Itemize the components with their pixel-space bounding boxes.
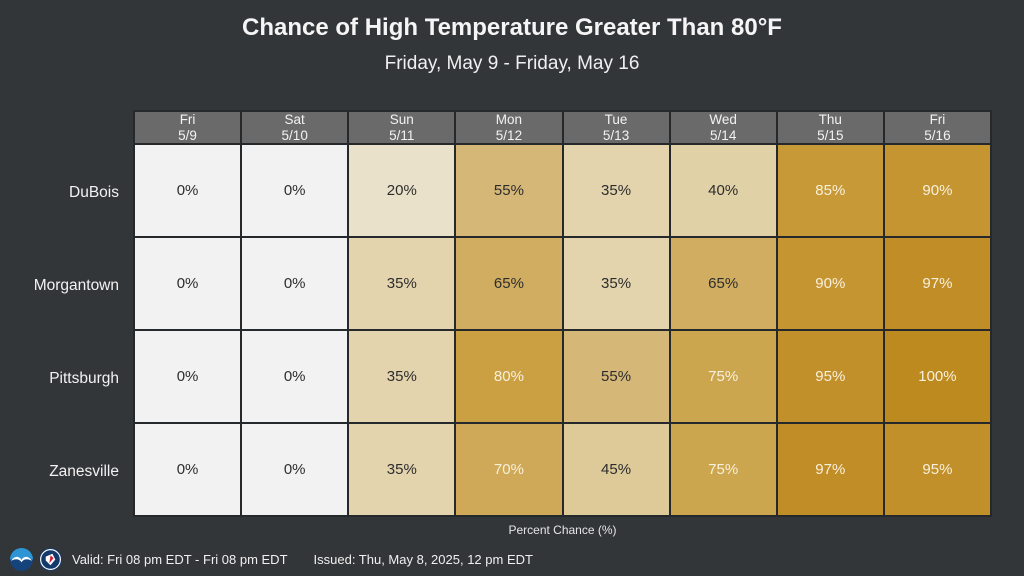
forecast-cell: 0%: [135, 145, 241, 236]
column-date: 5/15: [817, 127, 844, 143]
forecast-cell: 20%: [349, 145, 455, 236]
column-date: 5/9: [178, 127, 197, 143]
column-day: Fri: [179, 111, 196, 127]
row-label: Pittsburgh: [49, 369, 119, 387]
forecast-cell: 35%: [349, 238, 455, 329]
forecast-cell: 0%: [242, 238, 348, 329]
issued-time-text: Issued: Thu, May 8, 2025, 12 pm EDT: [313, 551, 533, 567]
row-labels: DuBois Morgantown Pittsburgh Zanesville: [4, 147, 129, 519]
forecast-cell: 0%: [242, 424, 348, 515]
forecast-cell: 40%: [670, 145, 776, 236]
column-day: Thu: [818, 111, 842, 127]
forecast-cell: 75%: [670, 331, 776, 422]
column-day: Tue: [604, 111, 628, 127]
page-title: Chance of High Temperature Greater Than …: [242, 14, 782, 41]
column-date: 5/11: [389, 127, 415, 143]
valid-time-text: Valid: Fri 08 pm EDT - Fri 08 pm EDT: [72, 551, 288, 567]
nws-logo-icon: [39, 547, 62, 571]
forecast-cell: 35%: [563, 145, 669, 236]
forecast-cell: 0%: [242, 145, 348, 236]
forecast-cell: 97%: [884, 238, 990, 329]
forecast-cell: 85%: [777, 145, 883, 236]
forecast-cell: 0%: [135, 238, 241, 329]
noaa-logo-icon: [10, 547, 33, 571]
forecast-cell: 75%: [670, 424, 776, 515]
row-label: Zanesville: [49, 462, 119, 480]
forecast-cell: 0%: [135, 331, 241, 422]
column-day: Fri: [929, 111, 946, 127]
forecast-cell: 65%: [456, 238, 562, 329]
unit-caption: Percent Chance (%): [508, 523, 617, 537]
forecast-cell: 35%: [563, 238, 669, 329]
forecast-cell: 55%: [563, 331, 669, 422]
page-subtitle: Friday, May 9 - Friday, May 16: [384, 53, 640, 74]
forecast-cell: 95%: [777, 331, 883, 422]
forecast-cell: 90%: [884, 145, 990, 236]
column-header: Sun 5/11: [349, 111, 455, 143]
column-day: Sat: [284, 111, 305, 127]
forecast-cell: 35%: [349, 424, 455, 515]
forecast-cell: 0%: [242, 331, 348, 422]
column-header: Wed 5/14: [670, 111, 776, 143]
column-day: Mon: [495, 111, 523, 127]
forecast-grid: Fri 5/9 Sat 5/10 Sun 5/11 Mon 5/12 Tue 5/13 Wed 5/1…: [133, 110, 992, 517]
column-date: 5/10: [281, 127, 308, 143]
row-label: DuBois: [69, 183, 119, 201]
probability-heatmap: DuBois Morgantown Pittsburgh Zanesville Fri…: [34, 110, 992, 537]
column-header: Fri 5/9: [135, 111, 241, 143]
forecast-cell: 45%: [563, 424, 669, 515]
column-day: Wed: [709, 111, 737, 127]
footer-bar: Valid: Fri 08 pm EDT - Fri 08 pm EDT Iss…: [10, 547, 533, 571]
forecast-cell: 35%: [349, 331, 455, 422]
row-label: Morgantown: [33, 276, 119, 294]
forecast-cell: 65%: [670, 238, 776, 329]
forecast-cell: 0%: [135, 424, 241, 515]
forecast-cell: 95%: [884, 424, 990, 515]
forecast-cell: 100%: [884, 331, 990, 422]
column-header: Mon 5/12: [456, 111, 562, 143]
column-date: 5/12: [495, 127, 523, 143]
column-date: 5/14: [710, 127, 737, 143]
forecast-cell: 97%: [777, 424, 883, 515]
forecast-cell: 80%: [456, 331, 562, 422]
column-date: 5/16: [924, 127, 951, 143]
column-day: Sun: [389, 111, 414, 127]
column-date: 5/13: [602, 127, 630, 143]
forecast-cell: 55%: [456, 145, 562, 236]
column-header: Sat 5/10: [242, 111, 348, 143]
column-header: Fri 5/16: [884, 111, 990, 143]
column-header: Thu 5/15: [777, 111, 883, 143]
forecast-cell: 70%: [456, 424, 562, 515]
column-header: Tue 5/13: [563, 111, 669, 143]
forecast-cell: 90%: [777, 238, 883, 329]
